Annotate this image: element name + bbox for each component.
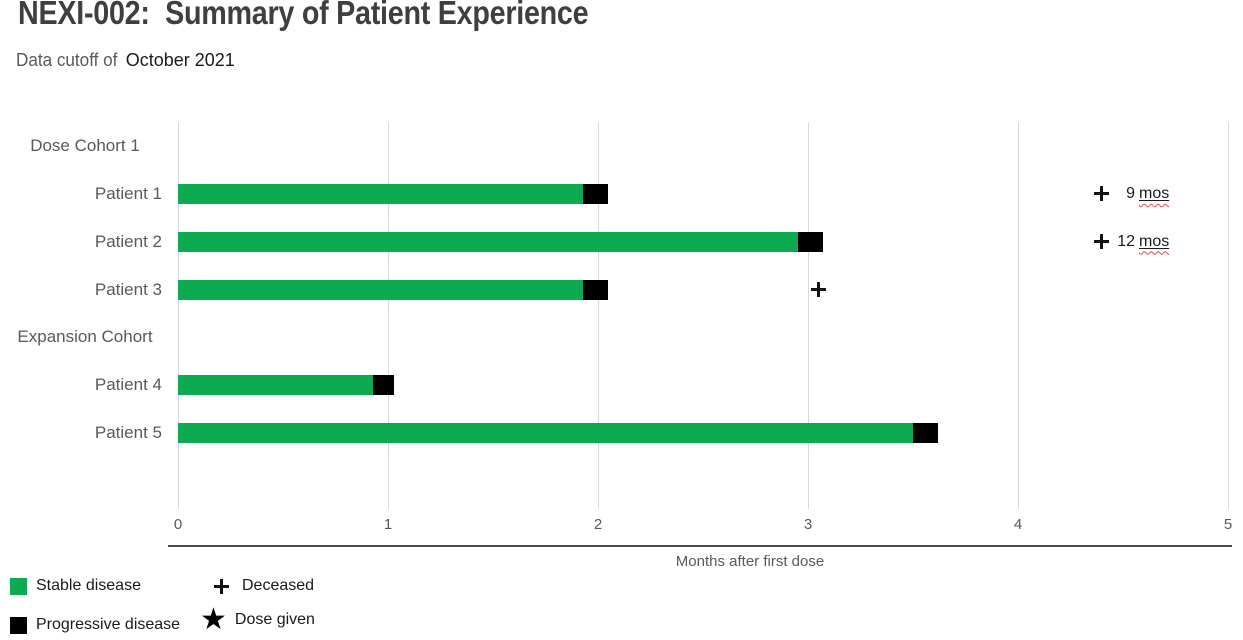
subtitle: Data cutoff of October 2021 xyxy=(16,50,235,71)
x-tick-label: 5 xyxy=(1223,516,1233,533)
legend-item-dose-given: ★ Dose given xyxy=(200,604,315,636)
x-tick-label: 2 xyxy=(593,516,603,533)
legend-label: Progressive disease xyxy=(36,616,181,633)
subtitle-prefix: Data cutoff of xyxy=(16,50,118,70)
annotation-unit-wrap: mos xyxy=(1139,185,1169,203)
x-tick-label: 0 xyxy=(173,516,183,533)
x-tick-label: 3 xyxy=(803,516,813,533)
x-tick-label: 4 xyxy=(1013,516,1023,533)
annotation-unit: mos xyxy=(1139,232,1170,250)
annotation-patient-2: 12 mos xyxy=(1094,230,1169,254)
progressive-disease-swatch-icon xyxy=(10,616,27,634)
patient-1-stable-bar xyxy=(178,183,584,204)
gridline xyxy=(1017,122,1019,509)
patient-2-progressive-bar xyxy=(797,231,823,252)
patient-3-progressive-bar xyxy=(583,279,609,300)
legend-item-progressive-disease: Progressive disease xyxy=(10,609,180,640)
patient-5-progressive-bar xyxy=(913,423,939,444)
deceased-plus-icon xyxy=(214,578,229,594)
patient-4-progressive-bar xyxy=(373,375,395,396)
annotation-unit: mos xyxy=(1139,184,1170,202)
row-label-patient-2: Patient 2 xyxy=(94,231,162,251)
x-axis-title: Months after first dose xyxy=(675,553,825,570)
gridline xyxy=(387,122,389,509)
legend-item-deceased: Deceased xyxy=(212,570,314,602)
row-label-expansion-cohort: Expansion Cohort xyxy=(17,327,153,347)
gridline xyxy=(597,122,599,509)
deceased-plus-icon xyxy=(1094,186,1109,202)
row-label-patient-3: Patient 3 xyxy=(94,279,162,299)
row-label-patient-1: Patient 1 xyxy=(94,183,162,203)
subtitle-date: October 2021 xyxy=(125,50,235,70)
row-label-patient-5: Patient 5 xyxy=(94,423,162,443)
patient-4-stable-bar xyxy=(178,375,374,396)
page-title-text: NEXI-002: Summary of Patient Experience xyxy=(18,0,589,31)
stable-disease-swatch-icon xyxy=(10,577,27,595)
legend-label: Deceased xyxy=(242,577,315,594)
row-label-patient-4: Patient 4 xyxy=(94,375,162,395)
annotation-unit-wrap: mos xyxy=(1139,233,1169,251)
legend-label: Stable disease xyxy=(36,577,141,594)
annotation-value: 9 xyxy=(1126,184,1135,202)
page-title: NEXI-002: Summary of Patient Experience xyxy=(18,0,674,32)
legend-item-stable-disease: Stable disease xyxy=(10,570,141,602)
gridline xyxy=(807,122,809,509)
patient-1-progressive-bar xyxy=(583,183,609,204)
annotation-value: 12 xyxy=(1117,232,1135,250)
x-axis-line xyxy=(168,545,1232,547)
patient-3-stable-bar xyxy=(178,279,584,300)
annotation-patient-1: 9 mos xyxy=(1094,182,1169,206)
gridline xyxy=(1227,122,1229,509)
patient-5-stable-bar xyxy=(178,423,913,444)
row-label-dose-cohort-1: Dose Cohort 1 xyxy=(30,135,140,155)
gridline xyxy=(177,122,179,509)
x-tick-label: 1 xyxy=(383,516,393,533)
patient-2-stable-bar xyxy=(178,231,798,252)
dose-given-star-icon: ★ xyxy=(200,602,227,637)
legend-label: Dose given xyxy=(234,611,315,628)
deceased-plus-icon xyxy=(811,282,826,298)
deceased-plus-icon xyxy=(1094,234,1109,250)
row-labels: Dose Cohort 1 Patient 1 Patient 2 Patient 3… xyxy=(0,0,170,640)
swimmer-plot xyxy=(177,122,1229,509)
